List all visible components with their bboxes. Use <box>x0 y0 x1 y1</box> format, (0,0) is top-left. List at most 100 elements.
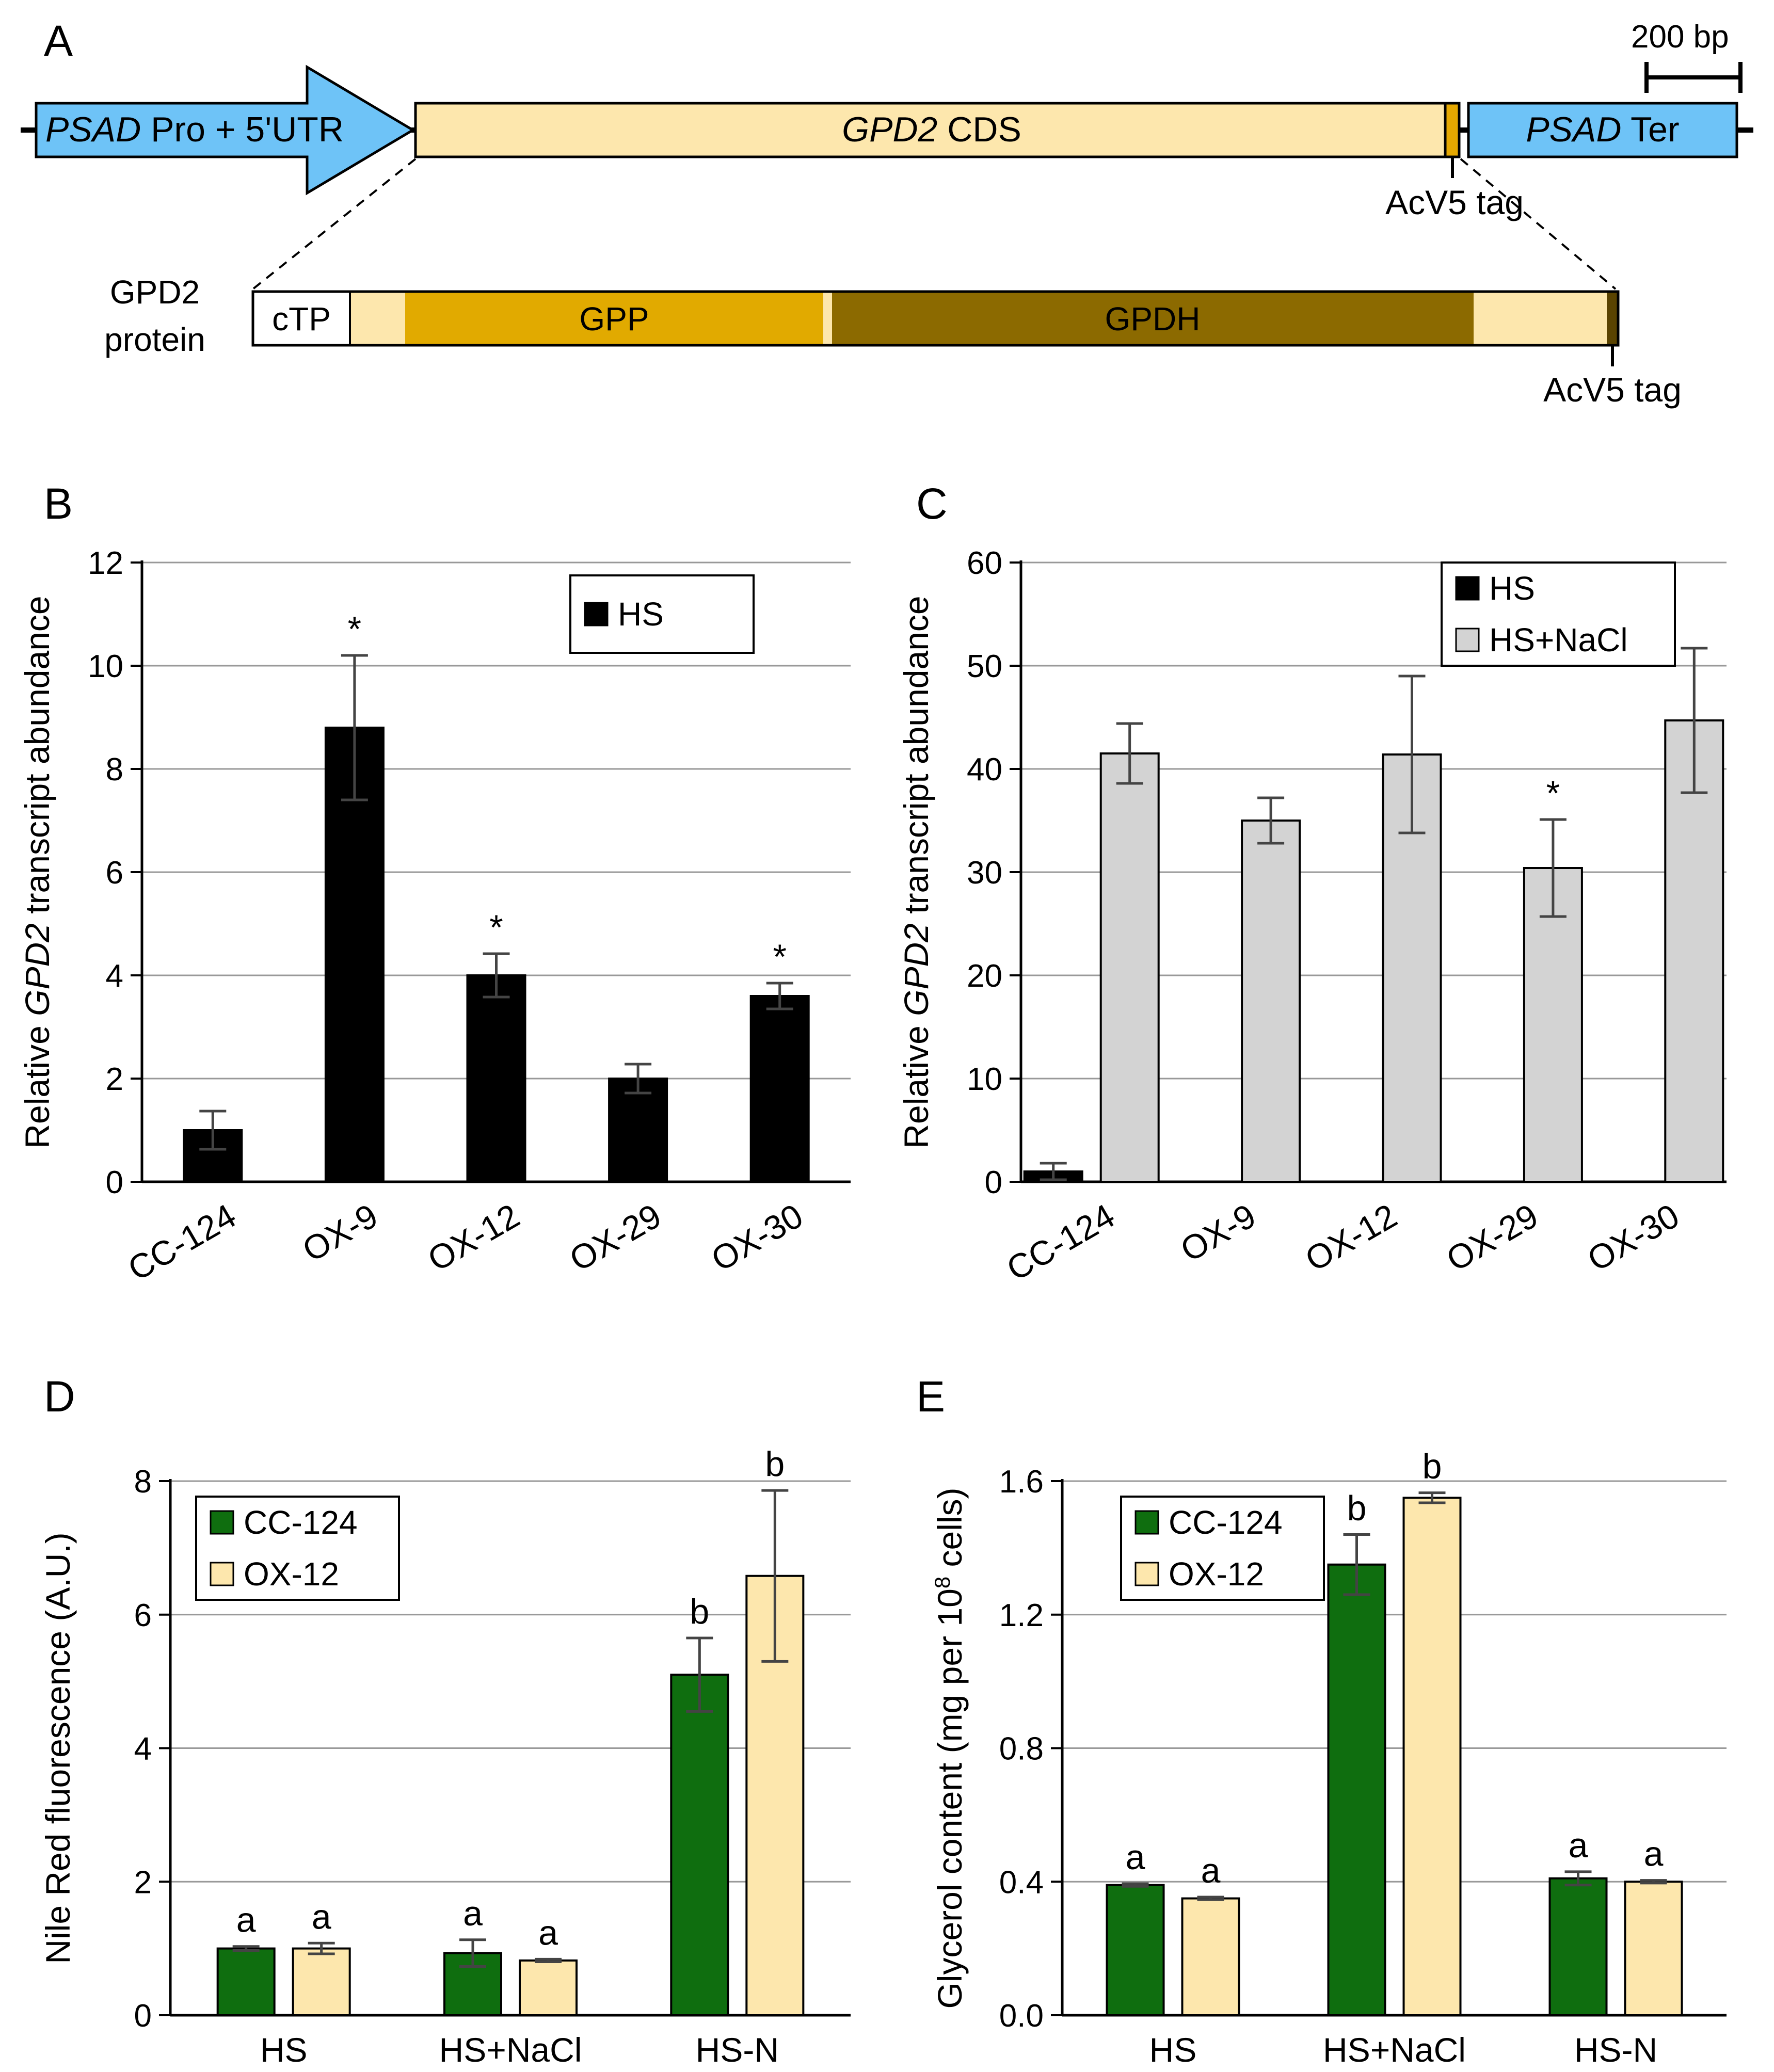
legend-label: OX-12 <box>1169 1555 1264 1593</box>
y-tick-label: 0.0 <box>999 1998 1044 2034</box>
y-tick-label: 4 <box>106 958 123 994</box>
legend-swatch <box>1455 576 1480 601</box>
cds-acv5-tag <box>1444 102 1461 158</box>
panel-d-label: D <box>44 1372 75 1421</box>
scale-bar <box>1644 62 1743 93</box>
y-tick-label: 40 <box>967 752 1002 788</box>
significance-label: a <box>1201 1851 1221 1890</box>
bar-cc-124 <box>1106 1884 1165 2016</box>
significance-label: b <box>1347 1489 1367 1528</box>
y-tick-label: 20 <box>967 958 1002 994</box>
ctp-domain <box>253 292 350 345</box>
ctp-label: cTP <box>272 300 331 338</box>
y-tick-label: 0.4 <box>999 1865 1044 1900</box>
x-tick-label: OX-12 <box>421 1196 525 1278</box>
significance-label: b <box>1423 1447 1442 1486</box>
bar-cc-124 <box>1548 1877 1608 2016</box>
legend-label: HS+NaCl <box>1489 621 1628 658</box>
chart-c: 0 10 20 30 40 50 60 Relative GPD2 transcript ab… <box>897 545 1727 1288</box>
scale-bar-label: 200 bp <box>1631 19 1729 55</box>
gpp-domain <box>405 292 823 345</box>
legend-label: HS <box>1489 570 1535 607</box>
y-axis-label: Relative GPD2 transcript abundance <box>18 596 56 1148</box>
protein-label-line1: GPD2 <box>110 274 200 311</box>
bar-ox-12 <box>519 1959 578 2017</box>
gpdh-domain <box>832 292 1474 345</box>
bar-ox-12 <box>292 1947 351 2016</box>
x-tick-label: OX-29 <box>1440 1196 1544 1278</box>
y-tick-label: 0 <box>134 1998 152 2034</box>
protein-tag-label: AcV5 tag <box>1543 371 1682 409</box>
y-tick-label: 10 <box>88 649 123 684</box>
chart-e: 0.0 0.4 0.8 1.2 1.6 Glycerol content (mg per … <box>930 1447 1727 2069</box>
y-tick-label: 50 <box>967 649 1002 684</box>
legend-label: CC-124 <box>1169 1504 1283 1541</box>
chart-b: 0 2 4 6 8 10 12 Relative GPD2 transcript abunda… <box>18 545 851 1288</box>
terminator-box <box>1467 102 1738 158</box>
significance-label: a <box>1569 1826 1588 1865</box>
legend-swatch <box>210 1562 234 1586</box>
x-tick-label: CC-124 <box>121 1196 242 1288</box>
gpp-label: GPP <box>579 300 649 338</box>
bar-hs-nacl <box>1523 867 1583 1183</box>
x-tick-label: OX-30 <box>705 1196 809 1278</box>
bar-cc-124 <box>216 1947 276 2016</box>
x-tick-label: OX-9 <box>1174 1196 1262 1269</box>
panel-a-label: A <box>44 17 73 65</box>
legend-swatch <box>210 1510 234 1535</box>
significance-label: b <box>765 1444 785 1484</box>
promoter-label: PSAD Pro + 5'UTR <box>45 110 344 149</box>
gpdh-label: GPDH <box>1105 300 1201 338</box>
zoom-line-left <box>252 158 417 290</box>
panel-b-label: B <box>44 479 73 528</box>
legend-label: OX-12 <box>244 1555 339 1593</box>
bar-hs-nacl <box>1099 752 1160 1183</box>
y-tick-label: 0.8 <box>999 1731 1044 1767</box>
protein-label-line2: protein <box>104 321 205 358</box>
y-tick-label: 6 <box>134 1598 152 1633</box>
significance-label: * <box>348 609 361 649</box>
x-tick-label: HS-N <box>1574 2031 1657 2069</box>
significance-label: a <box>312 1897 331 1936</box>
y-tick-label: 6 <box>106 855 123 891</box>
x-tick-label: OX-30 <box>1581 1196 1685 1278</box>
y-tick-label: 0 <box>985 1165 1002 1200</box>
x-tick-label: OX-12 <box>1299 1196 1403 1278</box>
legend-swatch <box>1134 1510 1159 1535</box>
panel-c-label: C <box>916 479 948 528</box>
bar-hs <box>324 727 385 1183</box>
panel-a: A 200 bp PSAD Pro + 5'UTR GPD2 CDS PSAD … <box>21 17 1753 409</box>
significance-label: a <box>1644 1835 1664 1874</box>
x-tick-label: CC-124 <box>1000 1196 1121 1288</box>
legend-label: HS <box>618 596 664 633</box>
significance-label: a <box>538 1913 558 1952</box>
x-tick-label: OX-9 <box>296 1196 383 1269</box>
bar-hs <box>608 1078 668 1183</box>
x-tick-label: HS <box>1149 2031 1197 2069</box>
panel-e-label: E <box>916 1372 945 1421</box>
bar-cc-124 <box>670 1674 729 2016</box>
y-tick-label: 12 <box>88 545 123 581</box>
significance-label: a <box>463 1894 483 1933</box>
legend-box <box>1441 561 1676 667</box>
cds-tag-label: AcV5 tag <box>1385 183 1524 221</box>
promoter-arrow <box>35 65 415 196</box>
y-tick-label: 2 <box>106 1062 123 1097</box>
y-axis-label: Nile Red fluorescence (A.U.) <box>39 1532 77 1964</box>
bar-ox-12 <box>1181 1897 1240 2016</box>
y-tick-label: 30 <box>967 855 1002 891</box>
legend-label: CC-124 <box>244 1504 358 1541</box>
terminator-label: PSAD Ter <box>1526 110 1679 149</box>
y-tick-label: 1.6 <box>999 1464 1044 1500</box>
significance-label: * <box>773 937 786 976</box>
x-tick-label: HS <box>260 2031 308 2069</box>
significance-label: a <box>236 1901 256 1940</box>
y-axis-label: Relative GPD2 transcript abundance <box>897 596 935 1148</box>
y-axis-label: Glycerol content (mg per 108 cells) <box>930 1487 969 2009</box>
y-tick-label: 2 <box>134 1865 152 1900</box>
legend-swatch <box>1455 628 1480 652</box>
significance-label: * <box>1546 774 1560 813</box>
bar-ox-12 <box>1402 1497 1462 2016</box>
bar-hs-nacl <box>1664 719 1724 1183</box>
